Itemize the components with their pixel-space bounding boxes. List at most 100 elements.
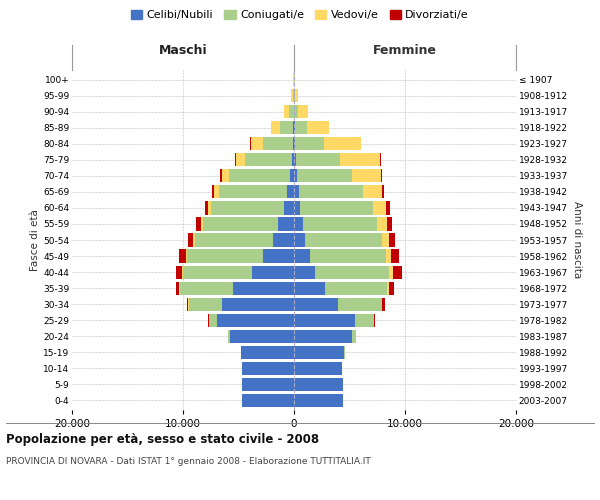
Bar: [284, 105, 289, 118]
Bar: [209, 314, 217, 327]
Bar: [188, 298, 222, 310]
Bar: [355, 314, 374, 327]
Bar: [305, 234, 382, 246]
Bar: [391, 250, 400, 262]
Bar: [294, 250, 310, 262]
Bar: [235, 153, 236, 166]
Bar: [325, 282, 387, 294]
Bar: [294, 186, 299, 198]
Bar: [293, 137, 294, 150]
Bar: [393, 266, 402, 278]
Bar: [218, 186, 287, 198]
Bar: [284, 202, 294, 214]
Bar: [214, 186, 218, 198]
Bar: [287, 186, 294, 198]
Bar: [301, 202, 373, 214]
Bar: [290, 170, 294, 182]
Bar: [296, 153, 340, 166]
Bar: [222, 298, 294, 310]
Bar: [310, 250, 386, 262]
Bar: [188, 234, 193, 246]
Bar: [382, 186, 384, 198]
Bar: [294, 282, 325, 294]
Bar: [294, 137, 295, 150]
Bar: [222, 170, 229, 182]
Bar: [377, 218, 386, 230]
Bar: [242, 378, 294, 391]
Bar: [187, 250, 263, 262]
Bar: [200, 218, 203, 230]
Bar: [196, 218, 200, 230]
Bar: [299, 186, 363, 198]
Bar: [294, 378, 343, 391]
Bar: [315, 266, 389, 278]
Bar: [291, 89, 293, 102]
Bar: [294, 314, 355, 327]
Bar: [352, 330, 356, 343]
Bar: [183, 266, 252, 278]
Bar: [236, 153, 245, 166]
Bar: [263, 137, 293, 150]
Bar: [386, 218, 392, 230]
Bar: [295, 137, 324, 150]
Bar: [205, 202, 208, 214]
Bar: [307, 121, 329, 134]
Bar: [241, 346, 294, 359]
Bar: [374, 314, 375, 327]
Bar: [278, 218, 294, 230]
Bar: [294, 394, 343, 407]
Bar: [280, 121, 293, 134]
Bar: [294, 362, 342, 375]
Bar: [382, 298, 385, 310]
Text: Femmine: Femmine: [373, 44, 437, 58]
Bar: [389, 282, 394, 294]
Bar: [273, 234, 294, 246]
Bar: [233, 282, 294, 294]
Bar: [187, 298, 188, 310]
Text: Maschi: Maschi: [158, 44, 208, 58]
Bar: [217, 314, 294, 327]
Bar: [373, 202, 386, 214]
Bar: [242, 394, 294, 407]
Bar: [271, 121, 280, 134]
Bar: [294, 218, 303, 230]
Text: Popolazione per età, sesso e stato civile - 2008: Popolazione per età, sesso e stato civil…: [6, 432, 319, 446]
Bar: [176, 282, 179, 294]
Bar: [251, 137, 263, 150]
Bar: [294, 170, 297, 182]
Bar: [294, 330, 352, 343]
Bar: [295, 121, 307, 134]
Bar: [294, 89, 295, 102]
Bar: [338, 298, 382, 310]
Bar: [363, 186, 382, 198]
Bar: [386, 202, 390, 214]
Bar: [229, 170, 290, 182]
Bar: [294, 234, 305, 246]
Bar: [179, 250, 186, 262]
Bar: [294, 153, 296, 166]
Bar: [242, 362, 294, 375]
Bar: [292, 153, 294, 166]
Bar: [294, 266, 315, 278]
Bar: [303, 218, 377, 230]
Bar: [220, 170, 222, 182]
Bar: [294, 346, 344, 359]
Bar: [203, 218, 278, 230]
Bar: [227, 330, 230, 343]
Bar: [298, 105, 308, 118]
Text: PROVINCIA DI NOVARA - Dati ISTAT 1° gennaio 2008 - Elaborazione TUTTITALIA.IT: PROVINCIA DI NOVARA - Dati ISTAT 1° genn…: [6, 458, 371, 466]
Bar: [324, 137, 361, 150]
Bar: [245, 153, 292, 166]
Bar: [186, 250, 187, 262]
Bar: [294, 298, 338, 310]
Bar: [352, 170, 381, 182]
Bar: [195, 234, 273, 246]
Bar: [381, 170, 382, 182]
Bar: [230, 330, 294, 343]
Bar: [389, 266, 393, 278]
Bar: [382, 234, 389, 246]
Bar: [294, 202, 301, 214]
Bar: [176, 266, 182, 278]
Bar: [387, 282, 389, 294]
Bar: [289, 105, 294, 118]
